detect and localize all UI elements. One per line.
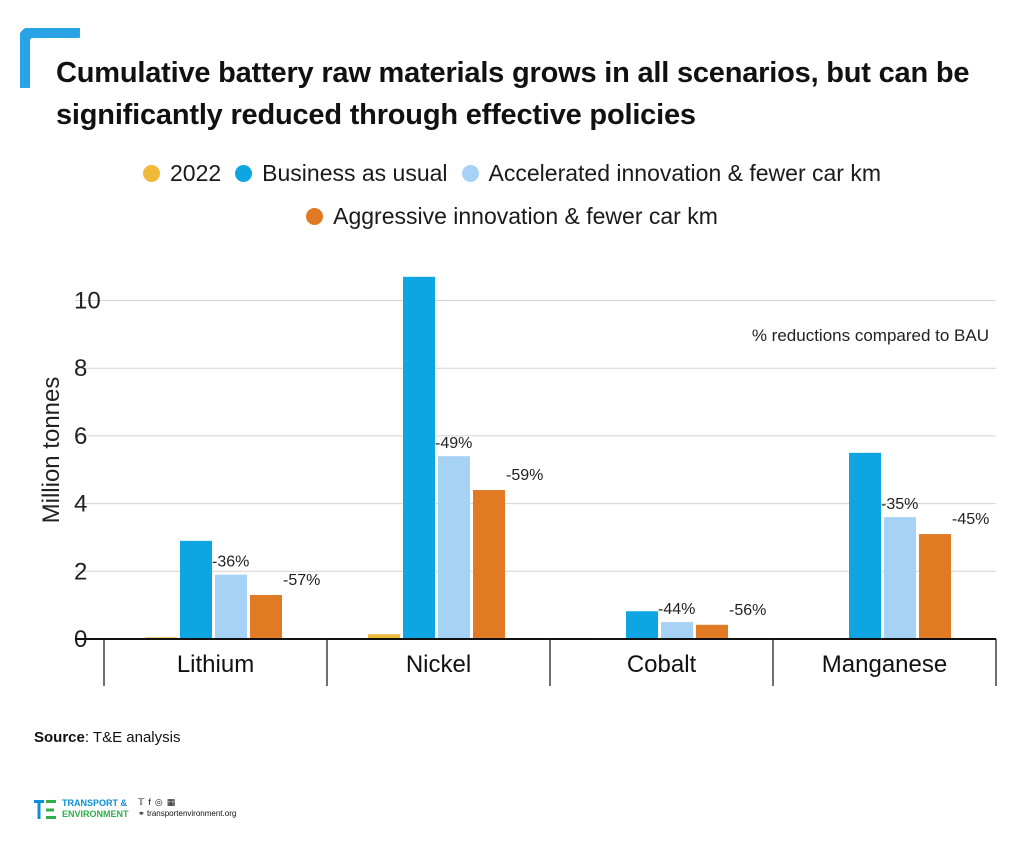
data-label: -44% [658, 601, 695, 618]
legend-item-2022: 2022 [142, 160, 222, 187]
bar [919, 534, 951, 639]
website-link[interactable]: ⚭ transportenvironment.org [138, 809, 237, 818]
bar [250, 594, 282, 639]
legend-swatch [461, 165, 479, 182]
social-icons: 𝕋f◎▦ [138, 797, 179, 808]
bar [661, 622, 693, 639]
logo-line-2: ENVIRONMENT [62, 809, 129, 819]
x-category-label: Cobalt [627, 651, 697, 678]
facebook-icon[interactable]: f [148, 797, 155, 807]
legend-item-accelerated: Accelerated innovation & fewer car km [461, 160, 882, 187]
data-label: -35% [881, 496, 918, 513]
legend-swatch [235, 165, 253, 182]
legend-label: 2022 [169, 160, 222, 186]
bar [368, 634, 400, 639]
bar [438, 456, 470, 639]
y-tick-label: 2 [74, 558, 87, 585]
instagram-icon[interactable]: ◎ [154, 797, 167, 807]
bar [215, 574, 247, 639]
x-category-label: Nickel [406, 651, 471, 678]
data-label: -36% [212, 554, 249, 571]
y-tick-label: 4 [74, 491, 87, 518]
bar [473, 490, 505, 639]
corner-accent-icon [20, 28, 80, 88]
y-tick-label: 6 [74, 423, 87, 450]
data-label: -59% [506, 467, 543, 484]
linkedin-icon[interactable]: ▦ [166, 797, 180, 807]
source-note: Source: T&E analysis [34, 729, 180, 746]
legend-label: Aggressive innovation & fewer car km [333, 203, 718, 229]
website-text[interactable]: transportenvironment.org [146, 809, 237, 818]
data-label: -56% [729, 602, 766, 619]
x-category-label: Manganese [822, 651, 947, 678]
footer: TRANSPORT & ENVIRONMENT 𝕋f◎▦ ⚭ transport… [34, 797, 264, 823]
legend-swatch [142, 165, 160, 182]
bar [696, 624, 728, 639]
annotation-note: % reductions compared to BAU [752, 326, 989, 345]
legend-label: Business as usual [262, 160, 448, 186]
data-label: -45% [952, 511, 989, 528]
bar [884, 517, 916, 639]
y-tick-label: 10 [74, 288, 101, 315]
legend-swatch [306, 208, 324, 225]
x-category-label: Lithium [177, 651, 254, 678]
source-label: Source [34, 729, 85, 746]
data-label: -49% [435, 435, 472, 452]
twitter-icon[interactable]: 𝕋 [138, 797, 149, 807]
legend-item-aggressive: Aggressive innovation & fewer car km [306, 203, 718, 230]
y-tick-label: 8 [74, 355, 87, 382]
legend-label: Accelerated innovation & fewer car km [488, 160, 882, 186]
logo-text: TRANSPORT & ENVIRONMENT [62, 798, 129, 820]
legend: 2022 Business as usual Accelerated innov… [60, 160, 964, 230]
legend-item-bau: Business as usual [235, 160, 448, 187]
bar [403, 276, 435, 639]
bar [180, 540, 212, 639]
chart-title: Cumulative battery raw materials grows i… [56, 57, 970, 131]
te-logo-icon [34, 800, 56, 819]
bar [626, 611, 658, 639]
logo-line-1: TRANSPORT & [62, 798, 127, 808]
data-label: -57% [283, 572, 320, 589]
y-axis-label: Million tonnes [38, 377, 65, 524]
source-text: : T&E analysis [84, 729, 181, 746]
bar [849, 452, 881, 639]
